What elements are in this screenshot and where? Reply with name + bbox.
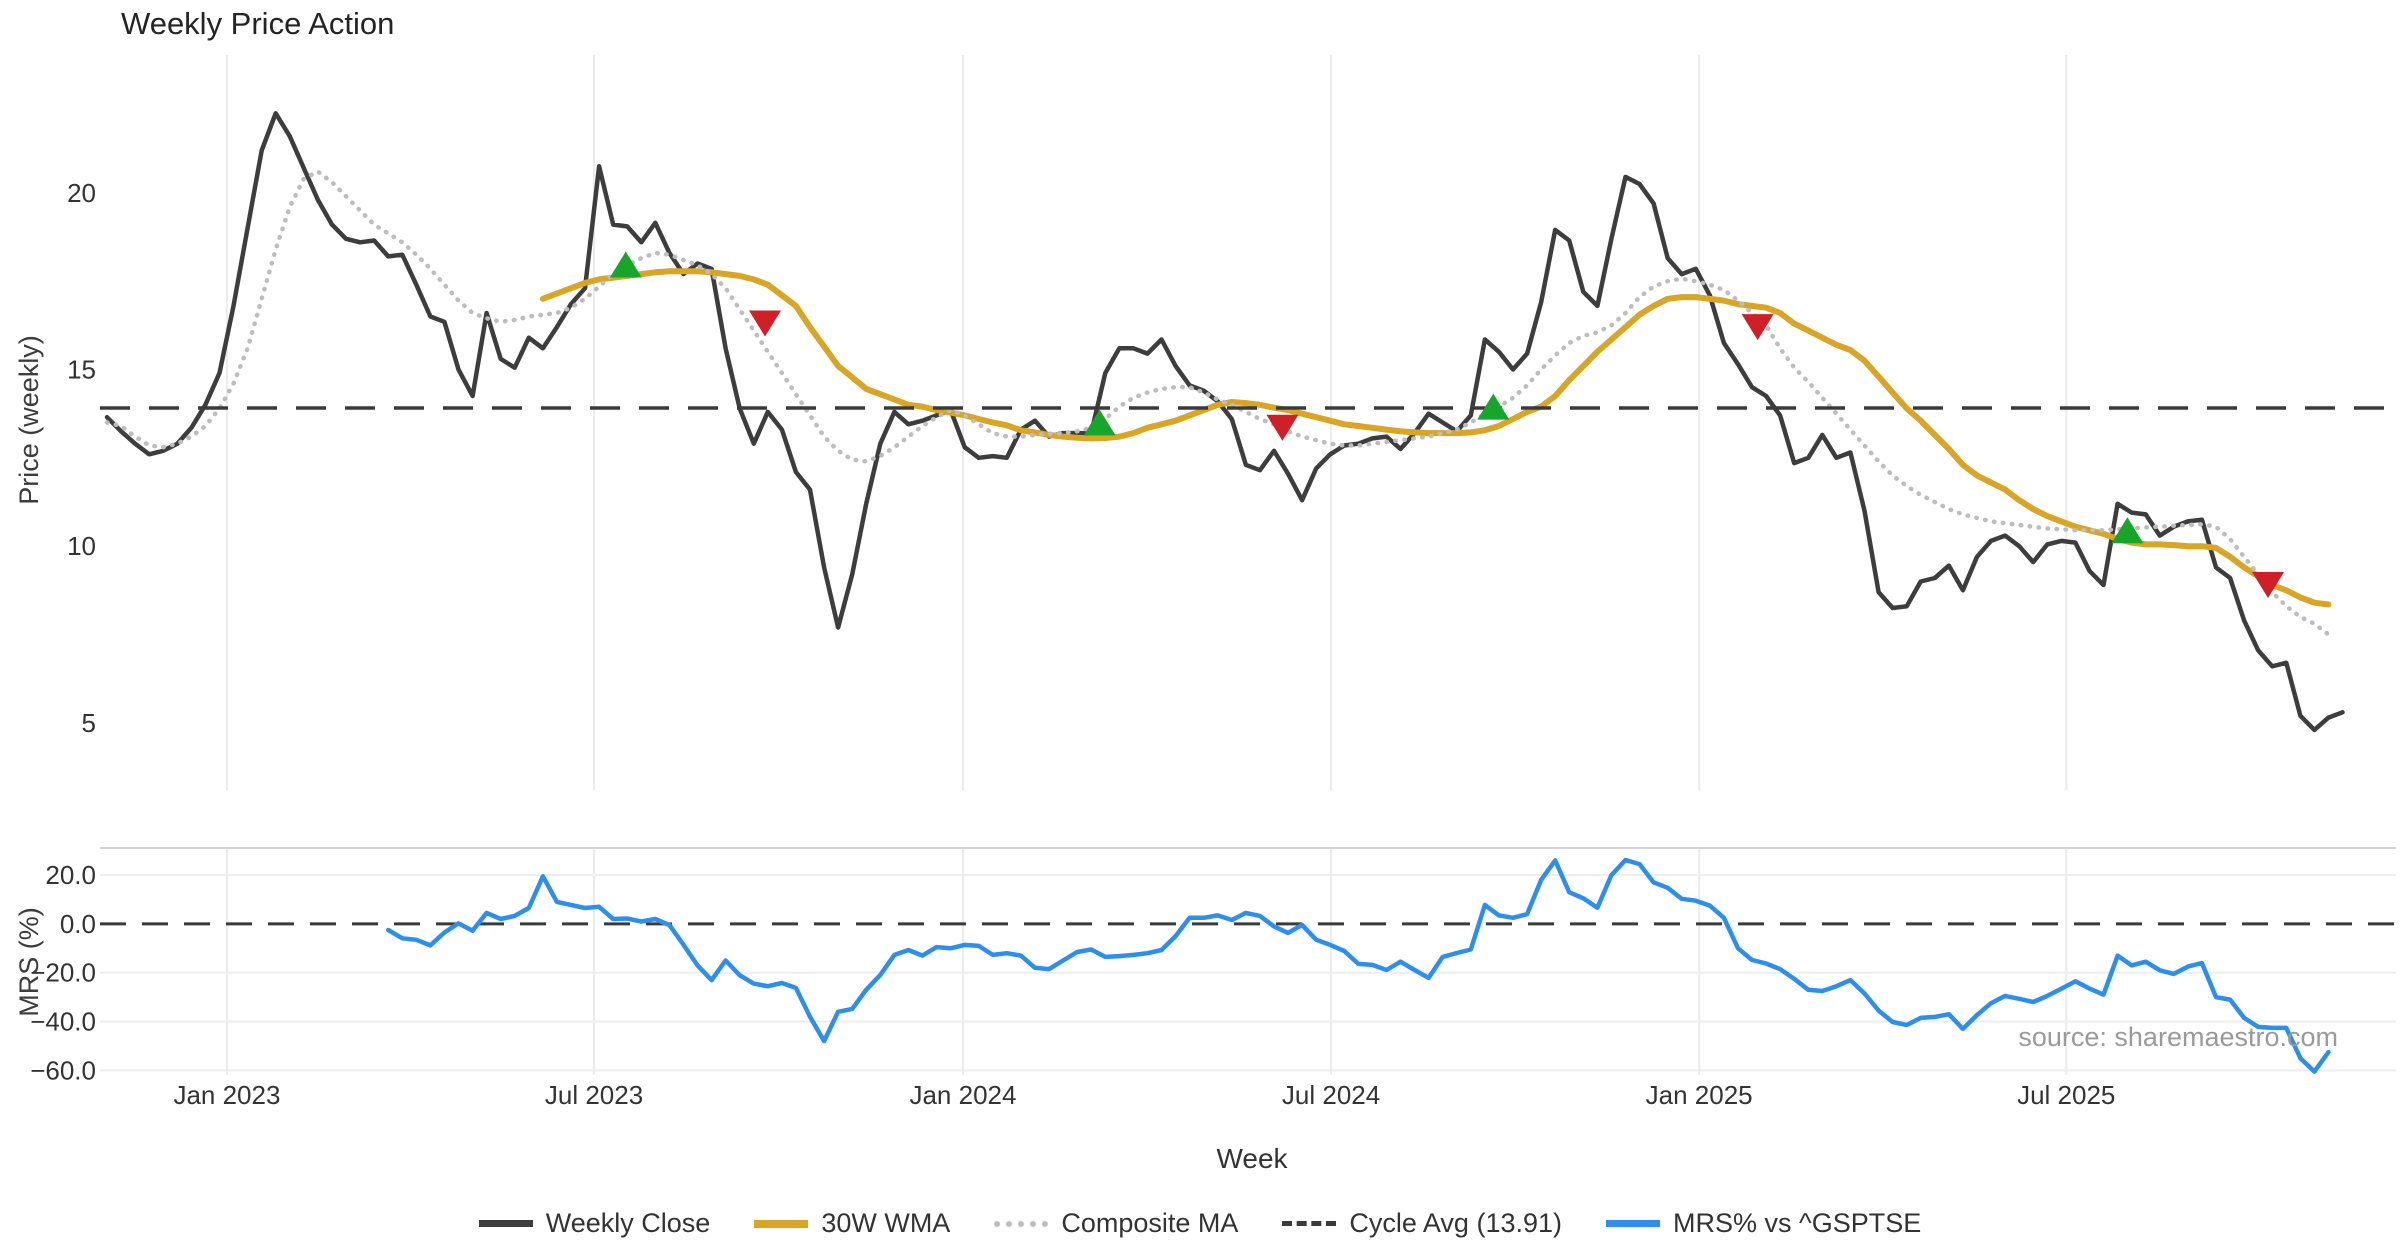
sell-marker bbox=[749, 310, 782, 337]
price-tick-label: 5 bbox=[82, 708, 96, 738]
x-tick-label: Jul 2025 bbox=[2017, 1080, 2115, 1110]
composite-ma-swatch-icon bbox=[994, 1220, 1049, 1227]
buy-marker bbox=[1083, 409, 1116, 436]
cycle-avg-swatch-icon bbox=[1282, 1221, 1337, 1226]
legend-label: Cycle Avg (13.91) bbox=[1349, 1208, 1563, 1238]
sell-marker bbox=[1266, 414, 1299, 441]
mrs-axis-title: MRS (%) bbox=[14, 907, 44, 1017]
composite-ma-line bbox=[104, 169, 2331, 637]
buy-marker bbox=[1477, 393, 1510, 420]
x-tick-label: Jan 2023 bbox=[173, 1080, 280, 1110]
weekly-close-line bbox=[104, 111, 2345, 733]
wma-line bbox=[539, 268, 2332, 608]
mrs-tick-label: −60.0 bbox=[30, 1055, 96, 1085]
legend-item-mrs[interactable]: MRS% vs ^GSPTSE bbox=[1606, 1208, 1921, 1239]
mrs-line bbox=[385, 857, 2331, 1074]
sell-marker bbox=[1741, 314, 1774, 341]
chart-legend: Weekly Close 30W WMA Composite MA Cycle … bbox=[0, 1208, 2400, 1239]
legend-item-weekly-close[interactable]: Weekly Close bbox=[478, 1208, 711, 1239]
mrs-tick-label: 0.0 bbox=[60, 909, 96, 939]
mrs-tick-label: −40.0 bbox=[30, 1007, 96, 1037]
x-axis-title: Week bbox=[1216, 1143, 1288, 1174]
legend-item-30w-wma[interactable]: 30W WMA bbox=[754, 1208, 950, 1239]
price-tick-label: 15 bbox=[67, 354, 96, 384]
buy-marker bbox=[2111, 517, 2144, 544]
legend-label: Weekly Close bbox=[545, 1208, 711, 1238]
mrs-tick-label: 20.0 bbox=[45, 860, 96, 890]
legend-item-cycle-avg[interactable]: Cycle Avg (13.91) bbox=[1282, 1208, 1562, 1239]
legend-label: Composite MA bbox=[1061, 1208, 1239, 1238]
buy-marker bbox=[609, 251, 642, 278]
weekly-close-swatch-icon bbox=[478, 1220, 533, 1227]
x-tick-label: Jan 2025 bbox=[1646, 1080, 1753, 1110]
x-tick-label: Jan 2024 bbox=[909, 1080, 1016, 1110]
x-tick-label: Jul 2023 bbox=[545, 1080, 643, 1110]
legend-item-composite-ma[interactable]: Composite MA bbox=[994, 1208, 1238, 1239]
price-tick-label: 20 bbox=[67, 178, 96, 208]
chart-title: Weekly Price Action bbox=[121, 6, 395, 41]
source-credit: source: sharemaestro.com bbox=[2018, 1022, 2338, 1052]
mrs-tick-label: −20.0 bbox=[30, 958, 96, 988]
x-tick-label: Jul 2024 bbox=[1282, 1080, 1380, 1110]
legend-label: 30W WMA bbox=[821, 1208, 951, 1238]
legend-label: MRS% vs ^GSPTSE bbox=[1673, 1208, 1922, 1238]
wma-swatch-icon bbox=[754, 1219, 809, 1228]
sell-marker bbox=[2252, 572, 2285, 599]
price-tick-label: 10 bbox=[67, 531, 96, 561]
price-axis-title: Price (weekly) bbox=[14, 335, 44, 505]
mrs-swatch-icon bbox=[1606, 1220, 1661, 1227]
